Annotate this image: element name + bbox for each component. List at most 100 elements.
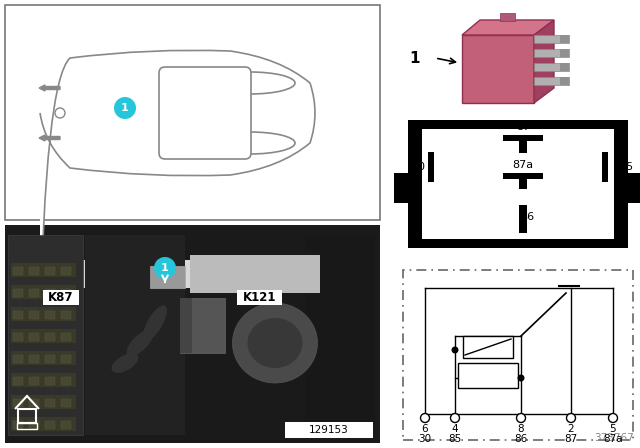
Bar (180, 298, 192, 353)
Circle shape (566, 414, 575, 422)
Bar (29, 399, 39, 407)
Circle shape (114, 97, 136, 119)
Bar (560, 77, 569, 85)
Bar (408, 120, 628, 248)
Bar (45, 333, 55, 341)
Polygon shape (534, 20, 554, 103)
Bar (534, 35, 569, 43)
Ellipse shape (232, 303, 317, 383)
Bar (428, 152, 434, 182)
Bar (11, 329, 76, 343)
Text: 1: 1 (410, 51, 420, 65)
Text: 129153: 129153 (309, 425, 349, 435)
Bar (45, 421, 55, 429)
Bar (534, 77, 569, 85)
Bar (45, 260, 365, 288)
Bar (29, 289, 39, 297)
Text: 1: 1 (161, 263, 169, 273)
Bar (180, 298, 225, 353)
Circle shape (516, 414, 525, 422)
Bar (18, 409, 36, 423)
Bar (11, 417, 76, 431)
Circle shape (451, 346, 458, 353)
Ellipse shape (205, 72, 295, 94)
Bar (519, 205, 527, 233)
Circle shape (154, 257, 176, 279)
Circle shape (609, 414, 618, 422)
Bar (503, 173, 543, 179)
Bar (560, 63, 569, 71)
Bar (13, 311, 23, 319)
FancyBboxPatch shape (159, 67, 251, 159)
Bar (45, 399, 55, 407)
Text: 87a: 87a (513, 160, 534, 170)
Bar (61, 267, 71, 275)
Bar (626, 173, 640, 203)
Bar (13, 289, 23, 297)
Bar (29, 377, 39, 385)
Bar (503, 135, 543, 141)
Bar (305, 235, 375, 435)
Bar (13, 267, 23, 275)
Bar (8, 235, 83, 435)
Text: 30: 30 (411, 162, 425, 172)
Bar (150, 266, 185, 288)
Text: 86: 86 (520, 212, 534, 222)
Text: 4: 4 (452, 424, 458, 434)
Bar (61, 333, 71, 341)
Bar (394, 173, 410, 203)
Bar (237, 290, 282, 305)
Bar (45, 267, 55, 275)
Polygon shape (500, 13, 515, 21)
Ellipse shape (111, 353, 138, 373)
Bar (29, 355, 39, 363)
Bar (13, 333, 23, 341)
Text: 87a: 87a (603, 434, 623, 444)
Bar (61, 355, 71, 363)
Bar (463, 336, 513, 358)
Text: 6: 6 (422, 424, 428, 434)
Text: 5: 5 (610, 424, 616, 434)
Bar (422, 129, 614, 239)
Bar (534, 63, 569, 71)
Bar (29, 333, 39, 341)
Bar (560, 49, 569, 57)
Ellipse shape (205, 132, 295, 154)
Bar (13, 355, 23, 363)
Bar (29, 267, 39, 275)
Bar (462, 35, 534, 103)
Text: 87: 87 (516, 122, 530, 132)
Text: 30: 30 (419, 434, 431, 444)
Bar (29, 311, 39, 319)
FancyArrow shape (39, 85, 60, 91)
Bar (13, 399, 23, 407)
Bar (13, 377, 23, 385)
Bar (13, 421, 23, 429)
Bar (403, 270, 633, 440)
Circle shape (451, 414, 460, 422)
Bar (11, 351, 76, 365)
Polygon shape (462, 20, 554, 35)
Bar (560, 35, 569, 43)
Text: 8: 8 (518, 424, 524, 434)
Ellipse shape (127, 330, 154, 357)
Bar (11, 285, 76, 299)
Bar (45, 289, 55, 297)
Text: K87: K87 (48, 290, 74, 303)
Bar (602, 152, 608, 182)
Bar (61, 399, 71, 407)
Text: K121: K121 (243, 290, 276, 303)
Text: 373767: 373767 (595, 433, 634, 443)
Text: 1: 1 (121, 103, 129, 113)
Bar (11, 263, 76, 277)
Bar (61, 421, 71, 429)
Bar (11, 307, 76, 321)
Bar (17, 423, 37, 429)
Bar (85, 235, 185, 435)
Bar (29, 421, 39, 429)
Bar (61, 377, 71, 385)
Bar (11, 373, 76, 387)
Ellipse shape (248, 318, 303, 368)
Bar (458, 363, 518, 388)
PathPatch shape (40, 50, 315, 176)
